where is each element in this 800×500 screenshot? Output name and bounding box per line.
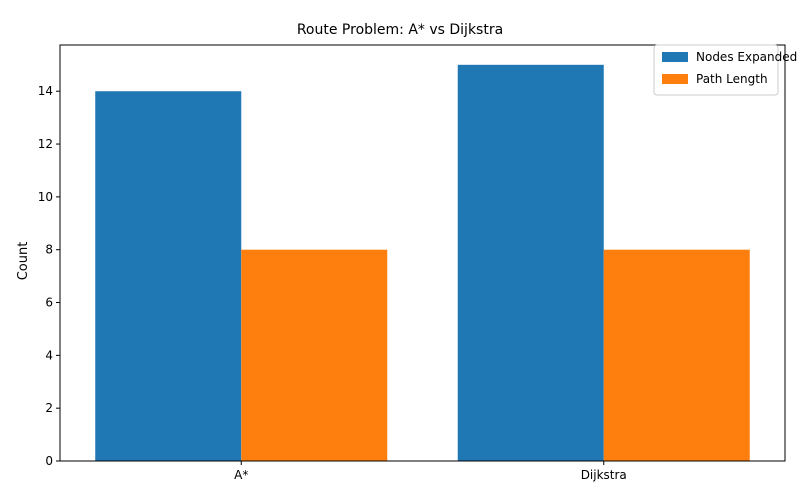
y-tick-label: 4 — [45, 348, 53, 362]
legend-swatch-nodes-expanded — [662, 52, 688, 62]
y-tick-label: 10 — [38, 190, 53, 204]
legend: Nodes Expanded Path Length — [653, 44, 797, 96]
y-tick-label: 0 — [45, 454, 53, 468]
x-tick-label: Dijkstra — [581, 468, 627, 482]
x-tick-label: A* — [234, 468, 248, 482]
bar-nodes-expanded-a — [95, 91, 242, 461]
bar-path-length-a — [241, 249, 388, 461]
y-axis-title: Count — [16, 242, 31, 281]
bar-nodes-expanded-dijkstra — [457, 64, 604, 462]
legend-label-nodes-expanded: Nodes Expanded — [696, 50, 797, 64]
y-tick-label: 2 — [45, 401, 53, 415]
y-tick-label: 14 — [38, 84, 53, 98]
plot-area: 0 2 4 6 8 10 12 14 A* Dijkstra — [38, 64, 750, 482]
y-tick-label: 8 — [45, 243, 53, 257]
bar-path-length-dijkstra — [603, 249, 750, 461]
plot-frame — [59, 44, 786, 462]
legend-swatch-path-length — [662, 74, 688, 84]
y-tick-label: 6 — [45, 296, 53, 310]
chart-title: Route Problem: A* vs Dijkstra — [297, 22, 503, 38]
y-tick-label: 12 — [38, 137, 53, 151]
legend-label-path-length: Path Length — [696, 72, 768, 86]
